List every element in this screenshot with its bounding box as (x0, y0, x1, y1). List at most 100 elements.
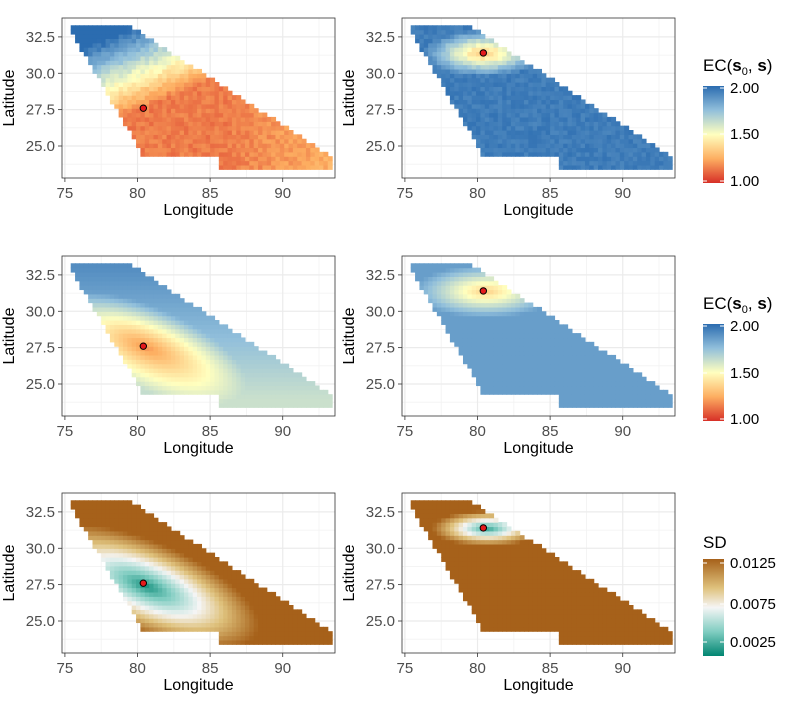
heatmap-cell (584, 359, 590, 365)
heatmap-cell (197, 324, 203, 330)
heatmap-cell (122, 306, 128, 312)
heatmap-cell (214, 147, 220, 153)
heatmap-cell (563, 108, 569, 114)
heatmap-cell (109, 565, 115, 571)
heatmap-cell (149, 565, 155, 571)
heatmap-cell (227, 350, 233, 356)
heatmap-cell (624, 372, 630, 378)
heatmap-cell (118, 285, 124, 291)
heatmap-cell (510, 82, 516, 87)
heatmap-cell (449, 337, 455, 343)
heatmap-cell (515, 389, 521, 395)
heatmap-cell (532, 138, 538, 144)
heatmap-cell (528, 337, 534, 343)
heatmap-cell (602, 151, 608, 157)
heatmap-cell (327, 394, 333, 400)
heatmap-cell (558, 622, 564, 628)
heatmap-cell (606, 354, 612, 360)
heatmap-cell (297, 639, 303, 645)
heatmap-cell (253, 151, 259, 157)
heatmap-cell (223, 363, 229, 369)
heatmap-cell (127, 565, 133, 571)
heatmap-cell (149, 622, 155, 628)
heatmap-cell (236, 160, 242, 166)
heatmap-cell (166, 583, 172, 589)
heatmap-cell (532, 622, 538, 628)
heatmap-cell (144, 583, 150, 589)
heatmap-cell (223, 622, 229, 628)
heatmap-cell (275, 376, 281, 382)
heatmap-cell (131, 565, 137, 571)
heatmap-cell (554, 389, 560, 395)
heatmap-cell (537, 143, 543, 149)
heatmap-cell (489, 103, 495, 109)
heatmap-cell (140, 293, 146, 299)
heatmap-cell (118, 25, 124, 31)
heatmap-cell (236, 372, 242, 378)
heatmap-cell (149, 570, 155, 576)
heatmap-cell (214, 337, 220, 343)
heatmap-cell (493, 95, 499, 101)
heatmap-cell (105, 77, 111, 83)
heatmap-cell (144, 368, 150, 373)
heatmap-cell (493, 116, 499, 122)
heatmap-cell (262, 381, 268, 387)
heatmap-cell (240, 385, 246, 391)
heatmap-cell (122, 504, 128, 510)
heatmap-cell (188, 346, 194, 352)
heatmap-cell (122, 29, 128, 35)
heatmap-cell (236, 613, 242, 619)
heatmap-cell (105, 320, 111, 325)
heatmap-cell (663, 394, 669, 400)
heatmap-cell (83, 513, 89, 519)
heatmap-cell (175, 95, 181, 101)
heatmap-cell (497, 381, 503, 387)
heatmap-cell (580, 143, 586, 149)
heatmap-cell (166, 90, 172, 96)
heatmap-cell (75, 513, 81, 519)
heatmap-cell (258, 605, 263, 610)
heatmap-cell (92, 509, 98, 514)
heatmap-cell (519, 95, 525, 101)
heatmap-cell (183, 341, 189, 347)
heatmap-cell (205, 333, 211, 339)
heatmap-cell (96, 60, 102, 66)
heatmap-cell (484, 298, 490, 304)
heatmap-cell (532, 311, 538, 317)
heatmap-cell (471, 64, 477, 70)
heatmap-cell (523, 306, 529, 312)
heatmap-cell (131, 34, 137, 39)
heatmap-cell (624, 134, 630, 140)
heatmap-cell (301, 639, 307, 645)
heatmap-cell (611, 121, 617, 127)
heatmap-cell (641, 160, 647, 166)
heatmap-cell (615, 622, 621, 628)
heatmap-cell (253, 394, 259, 400)
heatmap-cell (510, 622, 516, 628)
heatmap-cell (96, 539, 102, 545)
heatmap-cell (157, 116, 163, 122)
heatmap-cell (136, 605, 142, 610)
heatmap-cell (558, 90, 564, 96)
heatmap-cell (109, 570, 115, 576)
heatmap-cell (114, 306, 120, 312)
heatmap-cell (105, 272, 111, 277)
heatmap-cell (284, 398, 290, 404)
heatmap-cell (223, 116, 229, 122)
heatmap-cell (476, 130, 482, 135)
heatmap-cell (598, 394, 603, 400)
heatmap-cell (175, 298, 181, 304)
heatmap-cell (157, 596, 163, 602)
heatmap-cell (149, 121, 155, 127)
heatmap-cell (467, 298, 473, 304)
heatmap-cell (519, 99, 525, 105)
heatmap-cell (170, 311, 176, 317)
heatmap-cell (619, 156, 625, 162)
heatmap-cell (175, 328, 181, 334)
heatmap-cell (584, 112, 590, 118)
heatmap-cell (179, 68, 185, 74)
heatmap-cell (458, 25, 464, 31)
heatmap-cell (279, 147, 285, 153)
heatmap-cell (201, 622, 207, 628)
heatmap-cell (454, 285, 460, 291)
